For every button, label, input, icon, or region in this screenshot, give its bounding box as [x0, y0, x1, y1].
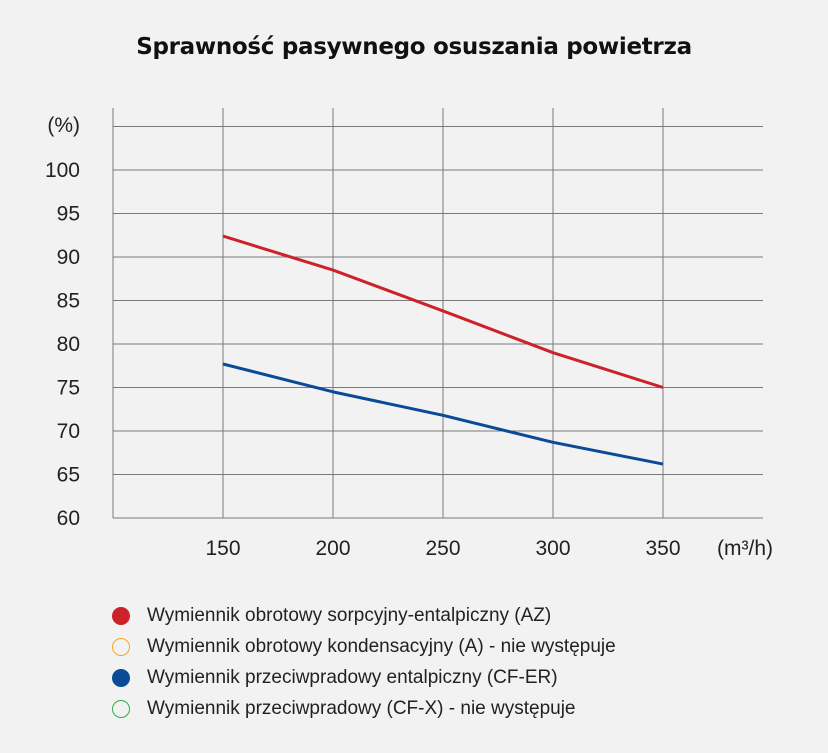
series-lines	[222, 234, 664, 466]
legend-label-cf-x: Wymiennik przeciwpradowy (CF-X) - nie wy…	[147, 697, 576, 719]
grid-lines	[112, 108, 763, 519]
legend-marker-cf-x	[112, 699, 130, 718]
x-axis-label: (m³/h)	[717, 537, 773, 560]
y-tick-label: 75	[57, 377, 80, 400]
legend: Wymiennik obrotowy sorpcyjny-entalpiczny…	[112, 600, 616, 724]
y-axis-label: (%)	[47, 114, 80, 137]
x-tick-label: 200	[315, 537, 350, 560]
y-tick-label: 60	[57, 507, 80, 530]
legend-marker-az	[112, 606, 130, 625]
y-tick-label: 85	[57, 290, 80, 313]
legend-label-az: Wymiennik obrotowy sorpcyjny-entalpiczny…	[147, 604, 552, 626]
y-tick-labels: 60 65 70 75 80 85 90 95 100	[45, 159, 80, 530]
series-line-0	[222, 234, 664, 389]
legend-item-cf-x: Wymiennik przeciwpradowy (CF-X) - nie wy…	[112, 693, 616, 724]
x-tick-label: 250	[425, 537, 460, 560]
legend-marker-a	[112, 637, 130, 656]
legend-item-az: Wymiennik obrotowy sorpcyjny-entalpiczny…	[112, 600, 616, 631]
y-tick-label: 70	[57, 420, 80, 443]
y-tick-label: 80	[57, 333, 80, 356]
legend-marker-cf-er	[112, 668, 130, 687]
x-tick-label: 150	[205, 537, 240, 560]
series-line-1	[222, 362, 664, 466]
x-tick-label: 300	[535, 537, 570, 560]
y-tick-label: 100	[45, 159, 80, 182]
legend-label-a: Wymiennik obrotowy kondensacyjny (A) - n…	[147, 635, 616, 657]
y-tick-label: 65	[57, 464, 80, 487]
chart-title: Sprawność pasywnego osuszania powietrza	[136, 34, 692, 60]
legend-label-cf-er: Wymiennik przeciwpradowy entalpiczny (CF…	[147, 666, 558, 688]
y-tick-label: 90	[57, 246, 80, 269]
legend-item-a: Wymiennik obrotowy kondensacyjny (A) - n…	[112, 631, 616, 662]
legend-item-cf-er: Wymiennik przeciwpradowy entalpiczny (CF…	[112, 662, 616, 693]
y-tick-label: 95	[57, 203, 80, 226]
x-tick-label: 350	[645, 537, 680, 560]
x-tick-labels: 150 200 250 300 350	[205, 537, 680, 560]
